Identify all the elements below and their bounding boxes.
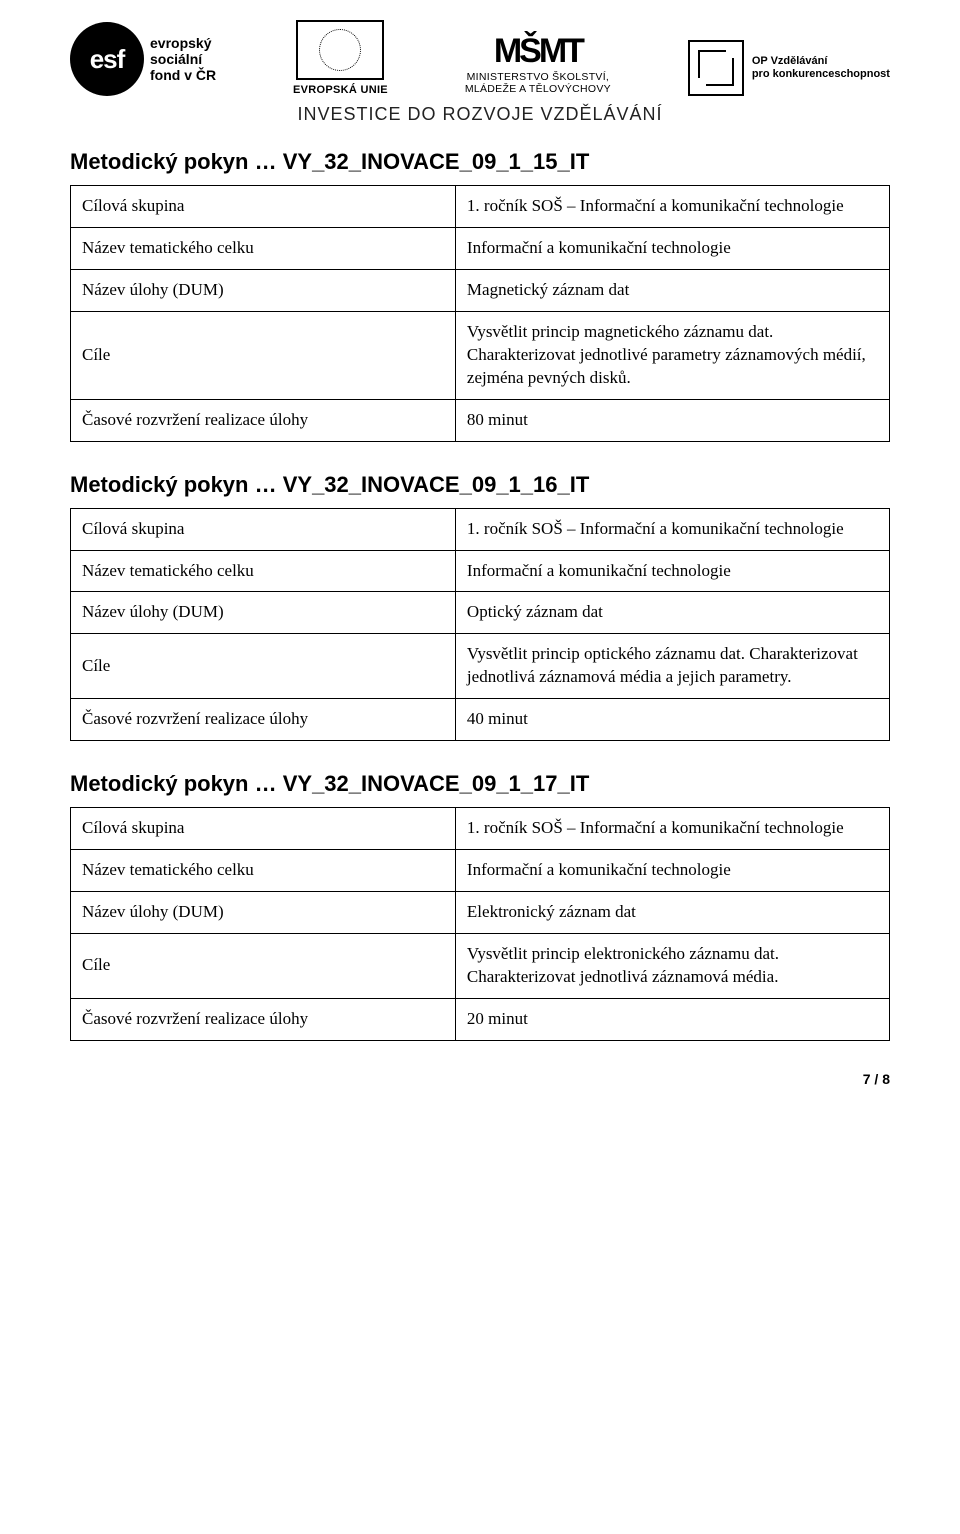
section-code-2: VY_32_INOVACE_09_1_16_IT xyxy=(283,472,590,497)
value-task-1: Magnetický záznam dat xyxy=(455,269,889,311)
table-row: Časové rozvržení realizace úlohy 80 minu… xyxy=(71,399,890,441)
table-row: Název tematického celku Informační a kom… xyxy=(71,227,890,269)
label-goals: Cíle xyxy=(71,311,456,399)
section-title-2: Metodický pokyn … VY_32_INOVACE_09_1_16_… xyxy=(70,472,890,498)
label-target-group: Cílová skupina xyxy=(71,808,456,850)
op-arrows-icon xyxy=(688,40,744,96)
label-unit-name: Název tematického celku xyxy=(71,550,456,592)
label-time: Časové rozvržení realizace úlohy xyxy=(71,399,456,441)
page-number: 7 / 8 xyxy=(70,1071,890,1087)
value-goals-1: Vysvětlit princip magnetického záznamu d… xyxy=(455,311,889,399)
value-unit-2: Informační a komunikační technologie xyxy=(455,550,889,592)
header-logos: esf evropský sociální fond v ČR EVROPSKÁ… xyxy=(70,20,890,96)
table-row: Cílová skupina 1. ročník SOŠ – Informačn… xyxy=(71,508,890,550)
logo-esf: esf evropský sociální fond v ČR xyxy=(70,22,216,96)
label-task-name: Název úlohy (DUM) xyxy=(71,892,456,934)
info-table-2: Cílová skupina 1. ročník SOŠ – Informačn… xyxy=(70,508,890,742)
table-row: Časové rozvržení realizace úlohy 40 minu… xyxy=(71,699,890,741)
msmt-line-2: MLÁDEŽE A TĚLOVÝCHOVY xyxy=(465,83,611,96)
value-task-2: Optický záznam dat xyxy=(455,592,889,634)
value-time-3: 20 minut xyxy=(455,998,889,1040)
label-time: Časové rozvržení realizace úlohy xyxy=(71,699,456,741)
logo-eu: EVROPSKÁ UNIE xyxy=(293,20,388,96)
value-target-group-2: 1. ročník SOŠ – Informační a komunikační… xyxy=(455,508,889,550)
table-row: Časové rozvržení realizace úlohy 20 minu… xyxy=(71,998,890,1040)
value-target-group-3: 1. ročník SOŠ – Informační a komunikační… xyxy=(455,808,889,850)
section-code-3: VY_32_INOVACE_09_1_17_IT xyxy=(283,771,590,796)
title-prefix-1: Metodický pokyn … xyxy=(70,149,283,174)
label-task-name: Název úlohy (DUM) xyxy=(71,269,456,311)
info-table-3: Cílová skupina 1. ročník SOŠ – Informačn… xyxy=(70,807,890,1041)
msmt-text: MINISTERSTVO ŠKOLSTVÍ, MLÁDEŽE A TĚLOVÝC… xyxy=(465,71,611,96)
table-row: Název úlohy (DUM) Magnetický záznam dat xyxy=(71,269,890,311)
label-unit-name: Název tematického celku xyxy=(71,850,456,892)
logo-op: OP Vzdělávání pro konkurenceschopnost xyxy=(688,40,890,96)
table-row: Název tematického celku Informační a kom… xyxy=(71,850,890,892)
table-row: Název tematického celku Informační a kom… xyxy=(71,550,890,592)
label-target-group: Cílová skupina xyxy=(71,508,456,550)
table-row: Cíle Vysvětlit princip elektronického zá… xyxy=(71,934,890,999)
label-target-group: Cílová skupina xyxy=(71,186,456,228)
info-table-1: Cílová skupina 1. ročník SOŠ – Informačn… xyxy=(70,185,890,442)
op-line-2: pro konkurenceschopnost xyxy=(752,68,890,81)
msmt-line-1: MINISTERSTVO ŠKOLSTVÍ, xyxy=(465,71,611,84)
label-goals: Cíle xyxy=(71,634,456,699)
value-time-1: 80 minut xyxy=(455,399,889,441)
eu-flag-icon xyxy=(296,20,384,80)
header-tagline: INVESTICE DO ROZVOJE VZDĚLÁVÁNÍ xyxy=(70,104,890,125)
section-title-1: Metodický pokyn … VY_32_INOVACE_09_1_15_… xyxy=(70,149,890,175)
table-row: Cílová skupina 1. ročník SOŠ – Informačn… xyxy=(71,808,890,850)
value-task-3: Elektronický záznam dat xyxy=(455,892,889,934)
section-code-1: VY_32_INOVACE_09_1_15_IT xyxy=(283,149,590,174)
label-task-name: Název úlohy (DUM) xyxy=(71,592,456,634)
label-goals: Cíle xyxy=(71,934,456,999)
esf-line-3: fond v ČR xyxy=(150,67,216,83)
esf-line-2: sociální xyxy=(150,51,216,67)
section-title-3: Metodický pokyn … VY_32_INOVACE_09_1_17_… xyxy=(70,771,890,797)
op-line-1: OP Vzdělávání xyxy=(752,55,890,68)
value-unit-3: Informační a komunikační technologie xyxy=(455,850,889,892)
op-text: OP Vzdělávání pro konkurenceschopnost xyxy=(752,55,890,80)
title-prefix-2: Metodický pokyn … xyxy=(70,472,283,497)
label-unit-name: Název tematického celku xyxy=(71,227,456,269)
title-prefix-3: Metodický pokyn … xyxy=(70,771,283,796)
label-time: Časové rozvržení realizace úlohy xyxy=(71,998,456,1040)
value-time-2: 40 minut xyxy=(455,699,889,741)
logo-msmt: MŠMT MINISTERSTVO ŠKOLSTVÍ, MLÁDEŽE A TĚ… xyxy=(465,38,611,96)
value-goals-3: Vysvětlit princip elektronického záznamu… xyxy=(455,934,889,999)
esf-line-1: evropský xyxy=(150,35,216,51)
table-row: Cílová skupina 1. ročník SOŠ – Informačn… xyxy=(71,186,890,228)
table-row: Cíle Vysvětlit princip magnetického zázn… xyxy=(71,311,890,399)
table-row: Název úlohy (DUM) Optický záznam dat xyxy=(71,592,890,634)
msmt-logo-icon: MŠMT xyxy=(494,38,582,65)
eu-label: EVROPSKÁ UNIE xyxy=(293,84,388,96)
esf-circle-icon: esf xyxy=(70,22,144,96)
table-row: Cíle Vysvětlit princip optického záznamu… xyxy=(71,634,890,699)
table-row: Název úlohy (DUM) Elektronický záznam da… xyxy=(71,892,890,934)
value-unit-1: Informační a komunikační technologie xyxy=(455,227,889,269)
value-goals-2: Vysvětlit princip optického záznamu dat.… xyxy=(455,634,889,699)
value-target-group-1: 1. ročník SOŠ – Informační a komunikační… xyxy=(455,186,889,228)
esf-text: evropský sociální fond v ČR xyxy=(150,35,216,83)
